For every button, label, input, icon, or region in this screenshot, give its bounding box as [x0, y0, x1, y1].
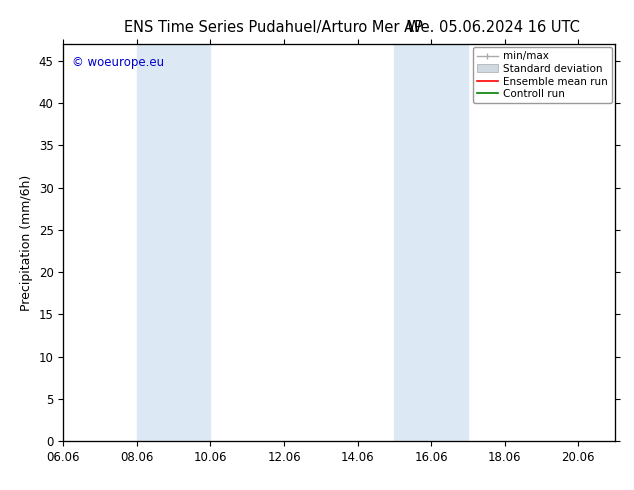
- Legend: min/max, Standard deviation, Ensemble mean run, Controll run: min/max, Standard deviation, Ensemble me…: [473, 47, 612, 103]
- Y-axis label: Precipitation (mm/6h): Precipitation (mm/6h): [20, 174, 33, 311]
- Text: © woeurope.eu: © woeurope.eu: [72, 56, 164, 69]
- Text: ENS Time Series Pudahuel/Arturo Mer AP: ENS Time Series Pudahuel/Arturo Mer AP: [124, 20, 422, 35]
- Bar: [394, 44, 468, 441]
- Bar: [137, 44, 210, 441]
- Text: We. 05.06.2024 16 UTC: We. 05.06.2024 16 UTC: [407, 20, 580, 35]
